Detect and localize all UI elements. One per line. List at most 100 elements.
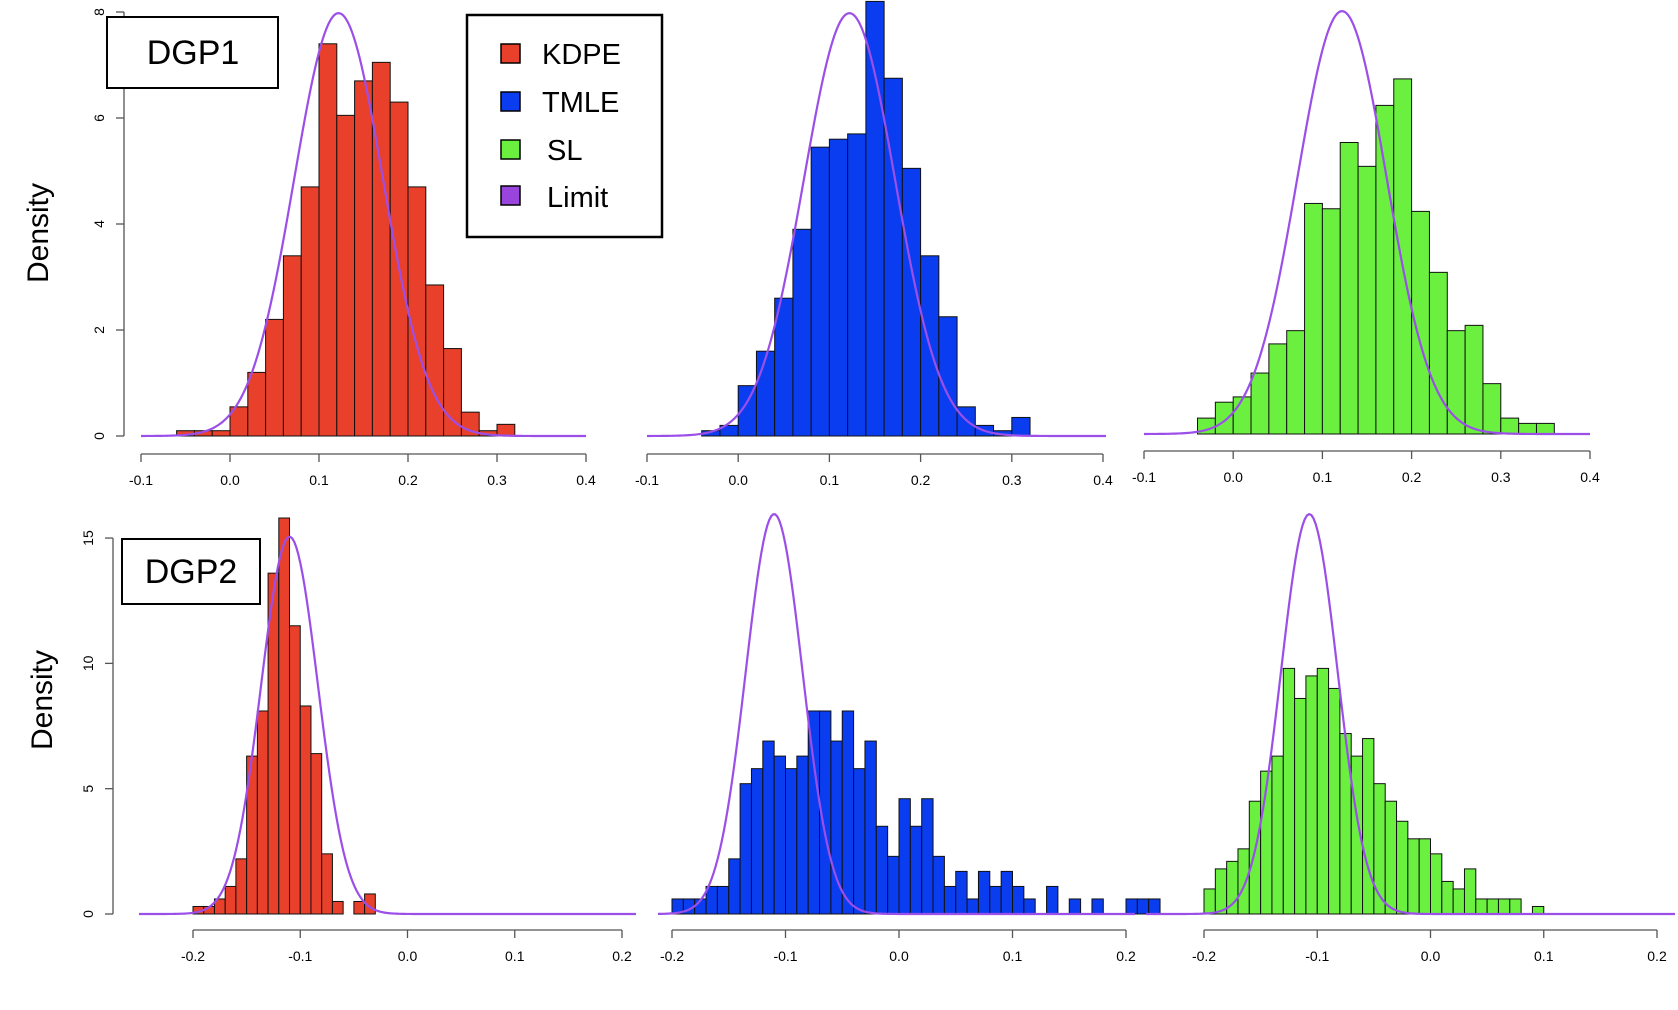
histogram-bar — [1304, 202, 1323, 435]
histogram-bar — [1012, 885, 1025, 915]
histogram-panel-dgp2-tmle: -0.2 -0.1 0.0 0.1 0.2 — [657, 513, 1161, 964]
histogram-panel-dgp1-sl: -0.1 0.0 0.1 0.2 0.3 0.4 — [1132, 10, 1600, 485]
legend-swatch-limit — [500, 185, 521, 206]
y-axis: 0 5 10 15 — [80, 530, 114, 918]
histogram-bar — [1250, 372, 1270, 435]
legend-label-kdpe: KDPE — [542, 39, 621, 71]
histogram-panel-dgp1-kdpe: -0.1 0.0 0.1 0.2 0.3 0.4 0 2 4 6 8 — [91, 8, 596, 488]
histogram-bar — [407, 186, 427, 437]
histogram-bar — [1237, 848, 1250, 915]
histogram-bar — [792, 228, 812, 437]
histogram-bar — [318, 43, 338, 437]
x-tick-label: 0.4 — [1093, 472, 1113, 488]
histogram-bar — [247, 371, 267, 437]
limit-density-curve — [657, 513, 1135, 916]
x-tick-label: 0.2 — [398, 472, 418, 488]
histogram-bar — [1316, 667, 1330, 915]
limit-density-curve — [140, 12, 586, 438]
x-tick-label: 0.2 — [1647, 948, 1667, 964]
histogram-bar — [224, 885, 237, 915]
histogram-bar — [755, 350, 776, 437]
histogram-bar — [1282, 667, 1296, 915]
x-tick-label: 0.1 — [309, 472, 329, 488]
y-tick-label: 0 — [91, 432, 107, 440]
histogram-bar — [887, 855, 900, 915]
histogram-bar — [1203, 888, 1216, 915]
histogram-bar — [1268, 343, 1288, 435]
histogram-bar — [943, 885, 957, 915]
histogram-bar — [1518, 422, 1537, 435]
histogram-bar — [932, 855, 945, 915]
histogram-bar — [1500, 417, 1520, 435]
x-tick-label: 0.3 — [487, 472, 507, 488]
legend-label-limit: Limit — [547, 182, 608, 214]
histogram-bar — [1482, 383, 1502, 435]
histogram-bar — [371, 61, 391, 437]
row-label-dgp2: DGP2 — [145, 553, 238, 591]
histogram-bar — [336, 114, 356, 437]
x-tick-label: -0.1 — [1132, 469, 1156, 485]
legend-swatch-tmle — [500, 91, 521, 112]
legend-swatch-kdpe — [500, 43, 521, 64]
x-tick-label: 0.1 — [1003, 948, 1023, 964]
histogram-bar — [739, 783, 752, 915]
histogram-bar — [785, 768, 798, 915]
histogram-bar — [1305, 675, 1318, 915]
histogram-bar — [1148, 898, 1161, 915]
x-axis: -0.2 -0.1 0.0 0.1 0.2 — [1192, 929, 1667, 964]
histogram-bar — [1452, 888, 1465, 915]
histogram-bar — [1362, 738, 1375, 915]
row-label-dgp1: DGP1 — [147, 34, 240, 72]
histogram-bar — [1393, 78, 1413, 435]
y-tick-label: 4 — [91, 220, 107, 228]
row-label-box-dgp2 — [121, 538, 261, 605]
histogram-bar — [989, 885, 1002, 915]
histogram-bar — [773, 755, 787, 915]
histogram-bar — [898, 798, 911, 915]
legend-box — [465, 13, 664, 239]
histogram-panel-dgp2-sl: -0.2 -0.1 0.0 0.1 0.2 — [1146, 512, 1675, 964]
histogram-bar — [1463, 868, 1477, 915]
histogram-bar — [1418, 838, 1432, 915]
histogram-bar — [1464, 324, 1484, 435]
histogram-bar — [1384, 800, 1398, 915]
x-axis: -0.1 0.0 0.1 0.2 0.3 0.4 — [1132, 450, 1600, 485]
histogram-bar — [1091, 898, 1104, 915]
legend-label-sl: SL — [547, 135, 582, 167]
limit-density-curve — [1146, 512, 1675, 916]
histogram-bar — [354, 80, 373, 437]
histogram-bar — [278, 517, 291, 915]
x-tick-label: 0.2 — [1402, 469, 1422, 485]
histogram-bar — [1294, 697, 1307, 915]
histogram-bar — [864, 740, 877, 915]
histogram-bar — [1339, 142, 1359, 435]
row-label-box-dgp1 — [106, 16, 279, 89]
histogram-panel-dgp1-tmle: -0.1 0.0 0.1 0.2 0.3 0.4 — [635, 0, 1113, 488]
histogram-bar — [728, 858, 741, 915]
histogram-bar — [938, 316, 958, 437]
x-tick-label: 0.2 — [1116, 948, 1136, 964]
histogram-bar — [875, 825, 889, 915]
histogram-bar — [865, 0, 885, 437]
histogram-bar — [1509, 898, 1522, 915]
histogram-bar — [1000, 870, 1014, 915]
x-tick-label: 0.1 — [820, 472, 840, 488]
x-tick-label: 0.2 — [911, 472, 931, 488]
histogram-bar — [265, 318, 284, 437]
histogram-bar — [1357, 165, 1377, 435]
histogram-bar — [1497, 898, 1511, 915]
x-tick-label: 0.0 — [220, 472, 240, 488]
x-tick-label: 0.4 — [576, 472, 596, 488]
limit-density-curve — [646, 12, 1106, 438]
y-axis-title-row1: Density — [22, 183, 55, 283]
x-tick-label: -0.1 — [1305, 948, 1329, 964]
histogram-bar — [921, 798, 934, 915]
histogram-bar — [716, 885, 730, 915]
histogram-bar — [1535, 422, 1555, 435]
histogram-panel-dgp2-kdpe: -0.2 -0.1 0.0 0.1 0.2 0 5 10 15 — [80, 517, 636, 964]
histogram-bar — [289, 625, 301, 915]
histogram-bar — [977, 870, 991, 915]
x-tick-label: -0.1 — [129, 472, 153, 488]
y-tick-label: 2 — [91, 326, 107, 334]
